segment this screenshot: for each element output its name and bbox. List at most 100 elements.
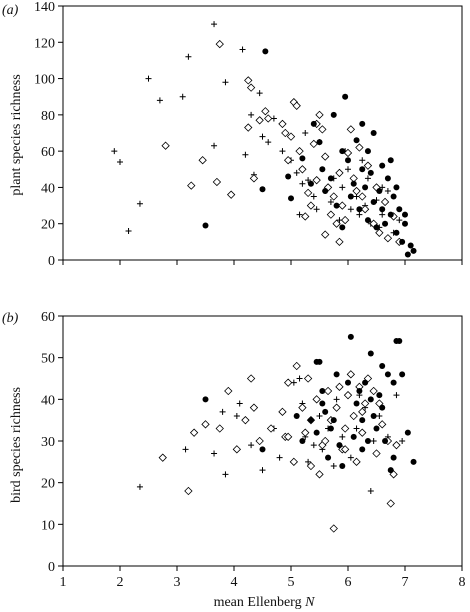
point-b-filled-circle-37 xyxy=(404,429,411,436)
point-a-filled-circle-21 xyxy=(364,217,371,224)
x-tick-label-b-3: 4 xyxy=(231,575,238,590)
point-a-filled-circle-3 xyxy=(285,173,292,180)
y-tick-label-a-1: 20 xyxy=(41,218,55,233)
point-b-plus-6 xyxy=(236,400,243,407)
point-b-filled-circle-23 xyxy=(364,438,371,444)
point-b-diamond-17 xyxy=(298,403,307,412)
point-a-filled-circle-2 xyxy=(259,186,266,193)
point-a-diamond-42 xyxy=(380,197,390,207)
point-b-plus-25 xyxy=(347,454,354,461)
point-b-diamond-8 xyxy=(246,374,256,383)
point-a-diamond-48 xyxy=(340,215,350,225)
point-b-filled-circle-31 xyxy=(387,467,394,474)
point-b-plus-17 xyxy=(305,458,312,465)
point-a-plus-19 xyxy=(279,148,286,155)
point-a-filled-circle-15 xyxy=(345,157,351,164)
point-b-filled-circle-26 xyxy=(373,425,380,432)
point-a-filled-circle-23 xyxy=(370,198,377,205)
point-a-filled-circle-40 xyxy=(330,111,337,118)
point-a-filled-circle-10 xyxy=(322,188,329,195)
point-a-plus-24 xyxy=(310,193,317,200)
point-b-filled-circle-2 xyxy=(293,413,300,419)
point-b-diamond-0 xyxy=(158,453,167,462)
point-a-filled-circle-19 xyxy=(359,166,366,173)
point-b-diamond-3 xyxy=(201,420,210,429)
point-a-diamond-10 xyxy=(255,116,264,125)
point-b-diamond-15 xyxy=(289,457,299,466)
point-a-diamond-53 xyxy=(335,237,344,247)
point-b-diamond-6 xyxy=(232,445,242,454)
point-a-filled-circle-7 xyxy=(310,120,317,127)
x-tick-label-b-1: 2 xyxy=(117,575,124,590)
x-tick-label-b-0: 1 xyxy=(60,575,67,590)
point-b-plus-30 xyxy=(370,438,377,444)
point-b-filled-circle-7 xyxy=(313,429,320,436)
point-b-diamond-40 xyxy=(369,386,378,396)
point-b-plus-10 xyxy=(259,467,266,474)
point-b-diamond-47 xyxy=(392,441,401,450)
point-a-diamond-17 xyxy=(292,101,301,110)
point-a-plus-22 xyxy=(299,180,306,187)
panel-a-y-axis-label: plant species richness xyxy=(9,74,24,195)
point-a-diamond-14 xyxy=(281,128,290,138)
panel-a-label: (a) xyxy=(2,3,19,18)
point-a-plus-28 xyxy=(327,198,334,205)
point-a-diamond-38 xyxy=(363,161,373,170)
point-a-diamond-41 xyxy=(375,228,384,237)
point-a-diamond-8 xyxy=(244,123,253,132)
point-b-diamond-33 xyxy=(346,370,356,379)
x-axis-label-text: mean Ellenberg xyxy=(214,595,306,610)
point-a-plus-23 xyxy=(305,177,312,184)
point-b-filled-circle-36 xyxy=(399,371,406,378)
x-tick-label-b-7: 8 xyxy=(459,575,466,590)
point-b-filled-circle-19 xyxy=(353,400,360,407)
point-b-filled-circle-12 xyxy=(330,417,337,424)
point-a-plus-33 xyxy=(347,206,354,213)
point-a-plus-25 xyxy=(313,206,320,213)
point-b-diamond-35 xyxy=(352,457,361,466)
point-a-plus-10 xyxy=(211,142,218,149)
point-a-filled-circle-11 xyxy=(327,175,334,182)
point-a-plus-45 xyxy=(302,130,309,136)
point-a-filled-circle-30 xyxy=(390,193,397,200)
point-b-filled-circle-17 xyxy=(347,333,354,340)
point-a-filled-circle-45 xyxy=(379,162,386,169)
point-b-filled-circle-28 xyxy=(379,404,386,411)
point-b-diamond-48 xyxy=(283,378,293,387)
point-a-diamond-30 xyxy=(332,219,341,228)
point-b-diamond-10 xyxy=(255,436,264,446)
panel-b-plot: bird species richness 0 10 20 30 40 50 60 1 2 3 4 5… xyxy=(9,310,466,590)
point-a-plus-14 xyxy=(248,111,255,118)
point-b-diamond-51 xyxy=(340,445,350,454)
point-a-diamond-11 xyxy=(264,114,273,123)
point-a-plus-7 xyxy=(185,53,192,60)
point-b-diamond-46 xyxy=(389,470,398,479)
point-b-diamond-12 xyxy=(278,407,287,416)
point-a-plus-35 xyxy=(356,211,363,218)
point-a-filled-circle-1 xyxy=(262,48,269,55)
point-b-plus-3 xyxy=(219,408,226,415)
point-a-filled-circle-9 xyxy=(319,166,326,173)
point-a-diamond-21 xyxy=(306,201,316,210)
point-b-plus-24 xyxy=(339,433,346,440)
point-b-plus-29 xyxy=(367,488,374,494)
point-a-diamond-12 xyxy=(261,107,270,116)
point-b-filled-circle-32 xyxy=(390,454,397,461)
point-b-diamond-49 xyxy=(306,461,316,471)
point-b-plus-18 xyxy=(310,442,317,449)
point-a-diamond-36 xyxy=(355,143,364,152)
point-a-plus-15 xyxy=(256,90,263,97)
point-a-diamond-52 xyxy=(346,125,356,134)
point-b-filled-circle-38 xyxy=(410,458,417,465)
point-b-diamond-1 xyxy=(184,486,193,496)
y-tick-label-b-0: 0 xyxy=(48,560,55,575)
point-a-diamond-28 xyxy=(326,210,336,219)
point-b-filled-circle-1 xyxy=(259,446,266,453)
point-a-plus-2 xyxy=(125,227,132,234)
point-a-diamond-3 xyxy=(212,177,222,187)
point-a-diamond-26 xyxy=(321,152,330,161)
point-b-filled-circle-5 xyxy=(316,358,323,365)
point-a-plus-6 xyxy=(179,93,186,100)
point-a-diamond-33 xyxy=(343,148,353,158)
